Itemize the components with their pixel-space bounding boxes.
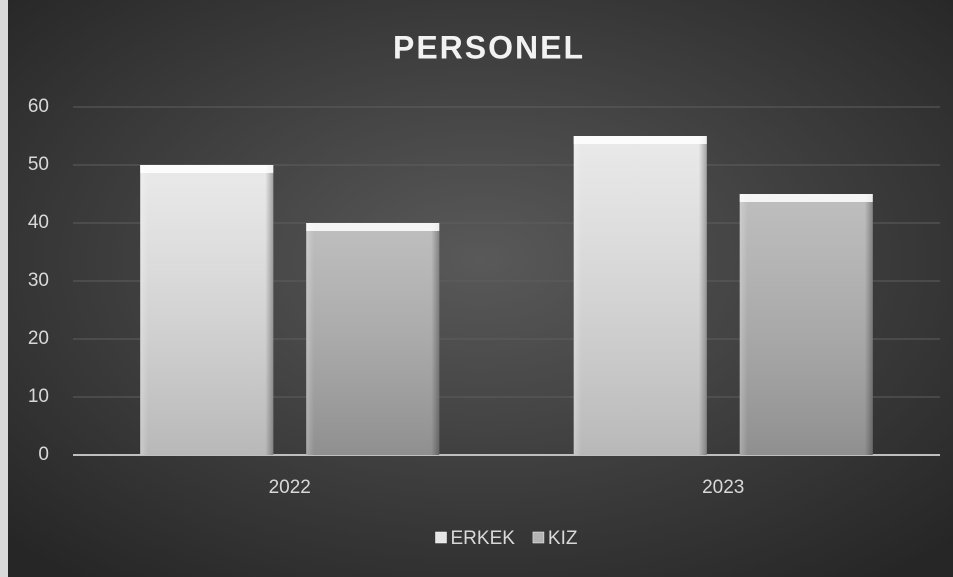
bar-bevel	[306, 223, 440, 231]
y-tick-label: 30	[28, 270, 49, 291]
legend-key	[435, 531, 447, 544]
y-tick-label: 50	[28, 154, 49, 175]
bar-bevel	[573, 136, 707, 144]
bar-side	[306, 223, 440, 455]
y-tick-label: 10	[28, 386, 49, 407]
bar	[306, 223, 440, 455]
y-tick-label: 40	[28, 212, 49, 233]
legend-label: KIZ	[548, 528, 578, 549]
y-tick-label: 20	[28, 328, 49, 349]
x-tick-label: 2022	[269, 477, 311, 498]
legend: ERKEK KIZ	[435, 528, 578, 549]
bar-side	[739, 194, 873, 455]
bar-bevel	[739, 194, 873, 202]
bar	[739, 194, 873, 455]
x-tick-label: 2023	[702, 477, 744, 498]
y-tick-label: 60	[28, 96, 49, 117]
bar-bevel	[140, 165, 274, 173]
chart-title: PERSONEL	[393, 29, 585, 65]
bar-side	[140, 165, 274, 455]
legend-label: ERKEK	[451, 528, 516, 549]
y-tick-label: 0	[38, 444, 49, 465]
bar	[140, 165, 274, 455]
bar-side	[573, 136, 707, 455]
bar	[573, 136, 707, 455]
legend-key	[532, 531, 545, 544]
